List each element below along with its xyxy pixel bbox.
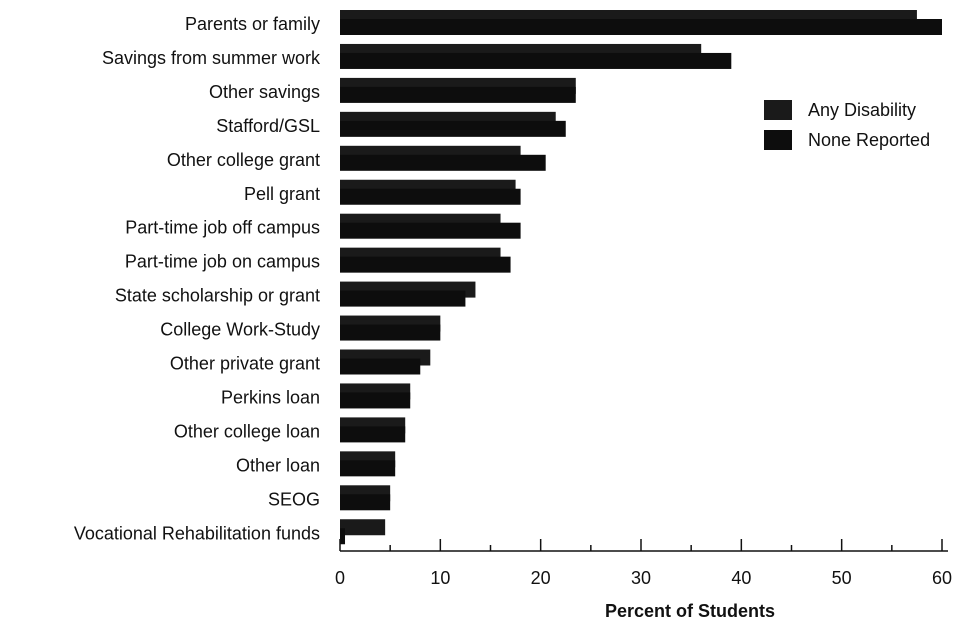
bar-none-reported-1: [340, 52, 732, 69]
category-label: Other loan: [236, 455, 320, 475]
category-label: Other savings: [209, 82, 320, 102]
bar-none-reported-2: [340, 86, 576, 103]
x-tick-label: 30: [631, 568, 651, 588]
category-label: Part-time job on campus: [125, 252, 320, 272]
x-tick-label: 10: [430, 568, 450, 588]
bar-none-reported-5: [340, 188, 521, 205]
x-tick-label: 20: [531, 568, 551, 588]
bar-none-reported-15: [340, 528, 346, 545]
category-label: Other college grant: [167, 150, 320, 170]
x-axis: 0 10 20 30 40 50 60: [335, 539, 952, 588]
category-label: Vocational Rehabilitation funds: [74, 523, 320, 543]
category-label: Other college loan: [174, 421, 320, 441]
bar-none-reported-14: [340, 494, 391, 511]
bar-none-reported-11: [340, 392, 411, 409]
bar-none-reported-12: [340, 426, 406, 443]
category-label: Pell grant: [244, 184, 320, 204]
category-label: SEOG: [268, 489, 320, 509]
category-labels: Parents or family Savings from summer wor…: [74, 14, 321, 543]
bar-none-reported-6: [340, 222, 521, 239]
bar-none-reported-0: [340, 19, 942, 35]
bar-none-reported-8: [340, 290, 466, 307]
legend-label-any-disability: Any Disability: [808, 100, 916, 120]
legend-swatch-any-disability: [764, 100, 792, 120]
legend: Any Disability None Reported: [764, 100, 930, 150]
bar-none-reported-13: [340, 460, 396, 477]
bar-none-reported-10: [340, 358, 421, 375]
bar-none-reported-3: [340, 120, 566, 137]
category-label: Perkins loan: [221, 387, 320, 407]
category-label: Parents or family: [185, 14, 320, 34]
x-tick-label: 0: [335, 568, 345, 588]
legend-label-none-reported: None Reported: [808, 130, 930, 150]
bar-none-reported-4: [340, 154, 546, 171]
bar-any-disability-15: [340, 519, 386, 536]
category-label: Stafford/GSL: [216, 116, 320, 136]
bar-none-reported-7: [340, 256, 511, 273]
category-label: State scholarship or grant: [115, 286, 320, 306]
bars-layer: [340, 10, 942, 545]
bar-none-reported-9: [340, 324, 441, 341]
category-label: Part-time job off campus: [125, 218, 320, 238]
x-tick-label: 60: [932, 568, 952, 588]
x-axis-title: Percent of Students: [605, 601, 775, 621]
x-tick-label: 40: [731, 568, 751, 588]
x-tick-label: 50: [832, 568, 852, 588]
category-label: Savings from summer work: [102, 48, 321, 68]
legend-swatch-none-reported: [764, 130, 792, 150]
category-label: College Work-Study: [160, 320, 320, 340]
category-label: Other private grant: [170, 354, 320, 374]
